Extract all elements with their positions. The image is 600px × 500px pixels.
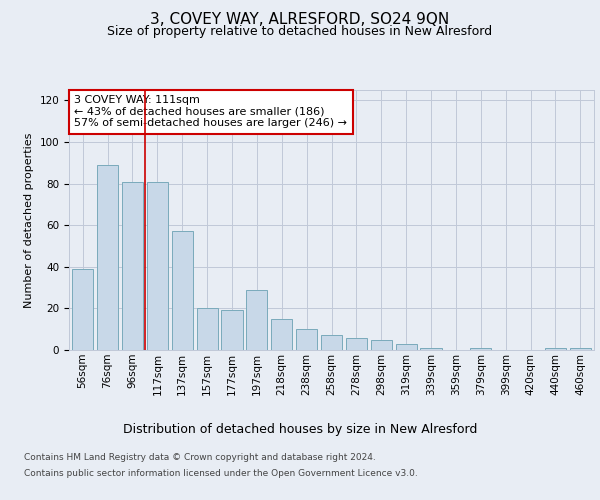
Bar (172, 232, 193, 350)
Text: Contains public sector information licensed under the Open Government Licence v3: Contains public sector information licen… (24, 468, 418, 477)
Text: 3, COVEY WAY, ALRESFORD, SO24 9QN: 3, COVEY WAY, ALRESFORD, SO24 9QN (151, 12, 449, 28)
Bar (395, 344, 417, 350)
Bar (97, 165, 118, 350)
Bar (321, 336, 342, 350)
Bar (421, 348, 442, 350)
Bar (122, 182, 143, 350)
Bar (570, 348, 591, 350)
Bar (470, 348, 491, 350)
Bar (147, 182, 168, 350)
Text: 3 COVEY WAY: 111sqm
← 43% of detached houses are smaller (186)
57% of semi-detac: 3 COVEY WAY: 111sqm ← 43% of detached ho… (74, 95, 347, 128)
Y-axis label: Number of detached properties: Number of detached properties (24, 132, 34, 308)
Bar (246, 290, 268, 350)
Bar (371, 340, 392, 350)
Text: Distribution of detached houses by size in New Alresford: Distribution of detached houses by size … (123, 422, 477, 436)
Text: Contains HM Land Registry data © Crown copyright and database right 2024.: Contains HM Land Registry data © Crown c… (24, 454, 376, 462)
Bar (296, 329, 317, 350)
Bar (197, 308, 218, 350)
Bar (545, 348, 566, 350)
Bar (221, 310, 242, 350)
Bar (72, 269, 93, 350)
Bar (271, 319, 292, 350)
Bar (346, 338, 367, 350)
Text: Size of property relative to detached houses in New Alresford: Size of property relative to detached ho… (107, 25, 493, 38)
